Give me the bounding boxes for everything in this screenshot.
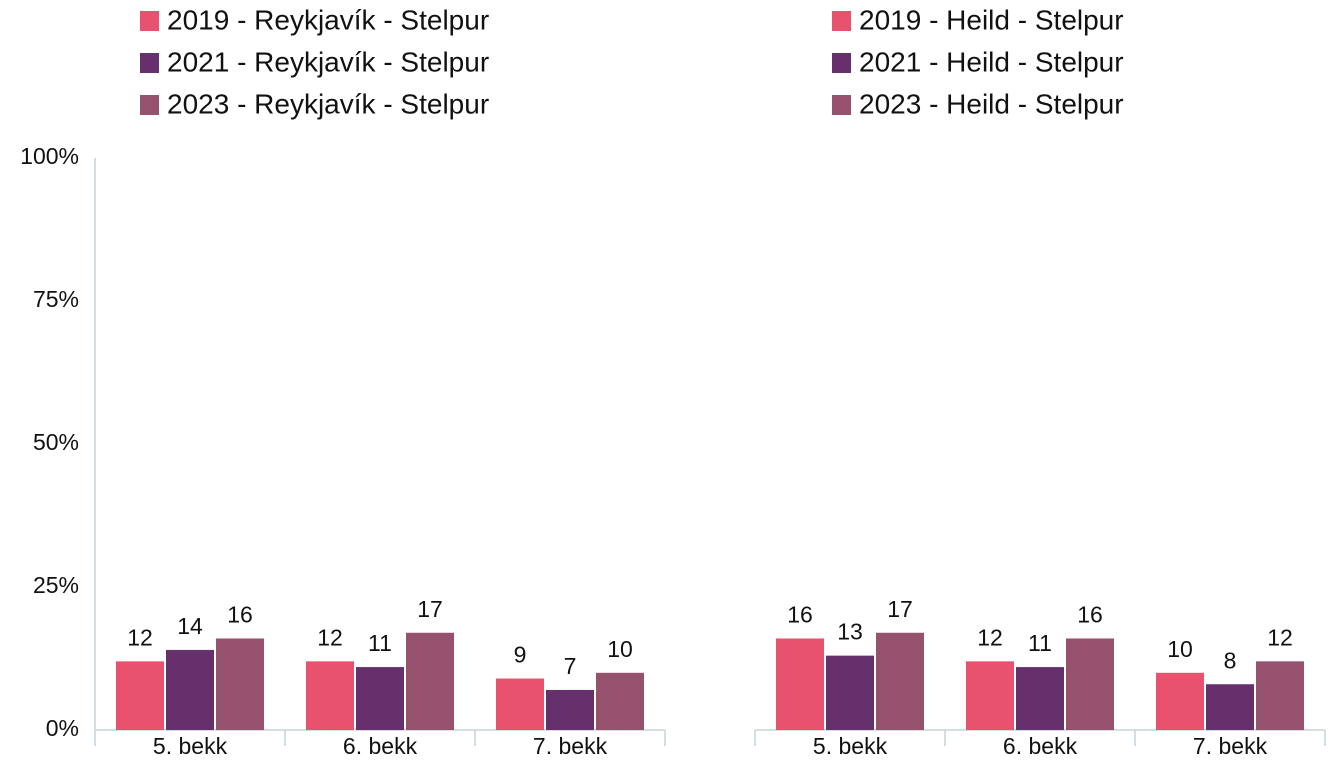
y-tick-label: 50% [33, 429, 79, 455]
legend-label: 2021 - Heild - Stelpur [859, 46, 1124, 77]
x-tick-label: 5. bekk [813, 733, 888, 759]
bar [306, 661, 354, 730]
data-label: 12 [317, 624, 343, 650]
bar [1016, 667, 1064, 730]
x-tick-label: 7. bekk [533, 733, 608, 759]
data-label: 11 [1028, 630, 1052, 656]
x-tick-label: 5. bekk [153, 733, 228, 759]
legend-label: 2019 - Heild - Stelpur [859, 4, 1124, 35]
data-label: 10 [607, 636, 633, 662]
bar [216, 638, 264, 730]
legend-swatch [140, 95, 159, 115]
bar [1066, 638, 1114, 730]
bar [356, 667, 404, 730]
bar [826, 655, 874, 730]
data-label: 16 [1077, 602, 1103, 628]
data-label: 10 [1167, 636, 1193, 662]
legend-swatch [832, 53, 851, 73]
x-tick-label: 6. bekk [1003, 733, 1078, 759]
bar [1206, 684, 1254, 730]
y-tick-label: 25% [33, 572, 79, 598]
data-label: 14 [177, 613, 203, 639]
bar [596, 672, 644, 730]
legend-label: 2023 - Heild - Stelpur [859, 88, 1124, 119]
legend-label: 2023 - Reykjavík - Stelpur [167, 88, 489, 119]
legend-swatch [832, 95, 851, 115]
bar [1256, 661, 1304, 730]
legend-label: 2019 - Reykjavík - Stelpur [167, 4, 489, 35]
y-tick-label: 75% [33, 286, 79, 312]
data-label: 17 [417, 596, 443, 622]
legend-label: 2021 - Reykjavík - Stelpur [167, 46, 489, 77]
bar [496, 678, 544, 730]
y-tick-label: 0% [46, 715, 79, 741]
bar [116, 661, 164, 730]
bar [776, 638, 824, 730]
legend-swatch [140, 53, 159, 73]
bar [166, 649, 214, 730]
data-label: 7 [564, 653, 577, 679]
data-label: 11 [368, 630, 392, 656]
data-label: 17 [887, 596, 913, 622]
x-tick-label: 6. bekk [343, 733, 418, 759]
x-tick-label: 7. bekk [1193, 733, 1268, 759]
data-label: 8 [1224, 647, 1237, 673]
data-label: 13 [837, 619, 863, 645]
bar [406, 632, 454, 730]
data-label: 16 [227, 602, 253, 628]
bar [1156, 672, 1204, 730]
bar [876, 632, 924, 730]
legend-swatch [140, 11, 159, 31]
bar [546, 689, 594, 730]
y-tick-label: 100% [20, 143, 79, 169]
data-label: 12 [127, 624, 153, 650]
data-label: 9 [514, 642, 527, 668]
bar [966, 661, 1014, 730]
data-label: 16 [787, 602, 813, 628]
legend-swatch [832, 11, 851, 31]
data-label: 12 [1267, 624, 1293, 650]
data-label: 12 [977, 624, 1003, 650]
